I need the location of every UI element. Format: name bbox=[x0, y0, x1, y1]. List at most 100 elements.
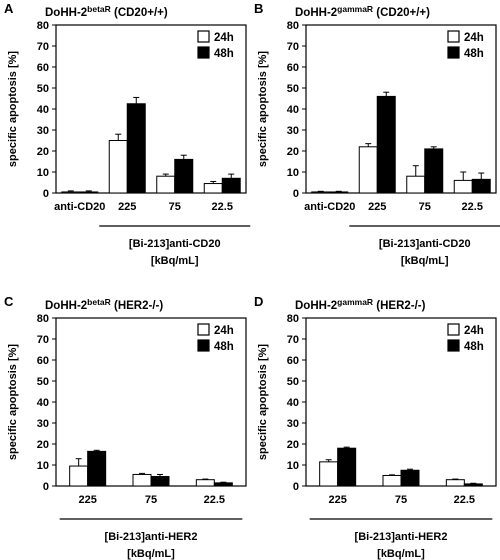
bar-24h bbox=[382, 475, 402, 487]
legend-swatch-24h bbox=[447, 30, 460, 43]
y-tick-label: 50 bbox=[37, 83, 49, 95]
group-label-line: [Bi-213]anti-CD20 bbox=[379, 238, 471, 250]
bar-48h bbox=[337, 447, 357, 487]
bar-24h bbox=[453, 179, 473, 194]
bar-48h bbox=[174, 158, 194, 194]
group-label-line: [Bi-213]anti-HER2 bbox=[105, 531, 198, 543]
bar-48h bbox=[329, 191, 349, 194]
legend-label: 48h bbox=[214, 48, 234, 60]
legend-swatch-24h bbox=[447, 323, 460, 336]
y-tick-label: 0 bbox=[293, 188, 299, 200]
y-tick-label: 10 bbox=[287, 167, 299, 179]
bar-24h bbox=[445, 479, 465, 487]
y-tick-label: 0 bbox=[43, 188, 49, 200]
y-tick-label: 10 bbox=[37, 460, 49, 472]
bar-24h bbox=[132, 473, 152, 487]
bar-24h bbox=[108, 140, 128, 194]
y-tick-label: 20 bbox=[37, 146, 49, 158]
legend-label: 24h bbox=[464, 32, 484, 44]
panel-letter: C bbox=[4, 294, 14, 309]
chart-panel-b: B DoHH-2gammaR (CD20+/+) 0 10 20 30 40 50 60 70 80… bbox=[254, 1, 500, 267]
bar-24h bbox=[69, 465, 89, 487]
bar-48h bbox=[471, 178, 491, 194]
y-tick-label: 10 bbox=[37, 167, 49, 179]
y-axis-label: specific apoptosis [%] bbox=[257, 344, 269, 460]
x-tick-label: 22.5 bbox=[204, 494, 225, 506]
legend-label: 48h bbox=[464, 341, 484, 353]
y-tick-label: 80 bbox=[287, 313, 299, 325]
chart-title: DoHH-2gammaR (HER2-/-) bbox=[295, 297, 426, 312]
x-tick-label: 22.5 bbox=[454, 494, 475, 506]
y-tick-label: 80 bbox=[37, 20, 49, 32]
y-tick-label: 60 bbox=[287, 355, 299, 367]
y-tick-label: 40 bbox=[37, 104, 49, 116]
bar-24h bbox=[319, 461, 339, 487]
chart-panel-c: C DoHH-2betaR (HER2-/-) 0 10 20 30 40 50 60 70 80 s… bbox=[4, 294, 247, 560]
legend-swatch-48h bbox=[197, 46, 210, 59]
legend-label: 24h bbox=[464, 325, 484, 337]
bar-24h bbox=[358, 146, 378, 194]
bar-48h bbox=[150, 476, 170, 487]
y-tick-label: 80 bbox=[287, 20, 299, 32]
x-tick-label: anti-CD20 bbox=[304, 201, 355, 213]
y-tick-label: 60 bbox=[287, 62, 299, 74]
bar-48h bbox=[79, 191, 99, 194]
bar-24h bbox=[195, 479, 215, 487]
bar-48h bbox=[463, 483, 483, 487]
y-tick-label: 0 bbox=[43, 481, 49, 493]
legend-swatch-48h bbox=[447, 46, 460, 59]
group-label-line: [Bi-213]anti-HER2 bbox=[355, 531, 448, 543]
y-tick-label: 50 bbox=[287, 376, 299, 388]
y-tick-label: 60 bbox=[37, 62, 49, 74]
x-tick-label: 225 bbox=[328, 494, 346, 506]
y-tick-label: 0 bbox=[293, 481, 299, 493]
bar-48h bbox=[376, 95, 396, 194]
y-axis-label: specific apoptosis [%] bbox=[7, 344, 19, 460]
panel-letter: B bbox=[254, 1, 263, 16]
legend-label: 24h bbox=[214, 32, 234, 44]
y-tick-label: 50 bbox=[287, 83, 299, 95]
chart-title: DoHH-2gammaR (CD20+/+) bbox=[295, 4, 430, 19]
bar-24h bbox=[406, 175, 426, 194]
y-tick-label: 30 bbox=[37, 125, 49, 137]
group-label-line: [kBq/mL] bbox=[151, 255, 199, 267]
y-tick-label: 30 bbox=[287, 418, 299, 430]
x-tick-label: 225 bbox=[368, 201, 386, 213]
chart-title: DoHH-2betaR (CD20+/+) bbox=[45, 4, 168, 19]
y-tick-label: 70 bbox=[287, 41, 299, 53]
x-tick-label: 225 bbox=[118, 201, 136, 213]
y-tick-label: 40 bbox=[287, 104, 299, 116]
y-tick-label: 20 bbox=[37, 439, 49, 451]
legend-swatch-24h bbox=[197, 323, 210, 336]
bar-48h bbox=[400, 469, 420, 487]
bar-48h bbox=[213, 482, 233, 487]
panel-letter: A bbox=[4, 1, 14, 16]
y-tick-label: 30 bbox=[287, 125, 299, 137]
bar-24h bbox=[156, 175, 176, 194]
x-tick-label: anti-CD20 bbox=[54, 201, 105, 213]
bar-24h bbox=[203, 183, 223, 194]
y-tick-label: 60 bbox=[37, 355, 49, 367]
y-tick-label: 70 bbox=[37, 334, 49, 346]
y-tick-label: 20 bbox=[287, 146, 299, 158]
bar-48h bbox=[424, 148, 444, 194]
bar-48h bbox=[87, 450, 107, 487]
group-label-line: [kBq/mL] bbox=[401, 255, 449, 267]
bar-24h bbox=[61, 191, 81, 194]
panel-letter: D bbox=[254, 294, 263, 309]
y-tick-label: 30 bbox=[37, 418, 49, 430]
x-tick-label: 225 bbox=[78, 494, 96, 506]
group-label-line: [kBq/mL] bbox=[377, 548, 425, 560]
y-tick-label: 70 bbox=[287, 334, 299, 346]
y-axis-label: specific apoptosis [%] bbox=[7, 51, 19, 167]
chart-panel-a: A DoHH-2betaR (CD20+/+) 0 10 20 30 40 50 60 70 80 s… bbox=[4, 1, 251, 267]
group-label-line: [Bi-213]anti-CD20 bbox=[129, 238, 221, 250]
x-tick-label: 75 bbox=[395, 494, 407, 506]
y-tick-label: 40 bbox=[287, 397, 299, 409]
bar-24h bbox=[311, 191, 331, 194]
legend-label: 48h bbox=[464, 48, 484, 60]
x-tick-label: 75 bbox=[169, 201, 181, 213]
y-tick-label: 80 bbox=[37, 313, 49, 325]
y-tick-label: 10 bbox=[287, 460, 299, 472]
y-tick-label: 40 bbox=[37, 397, 49, 409]
